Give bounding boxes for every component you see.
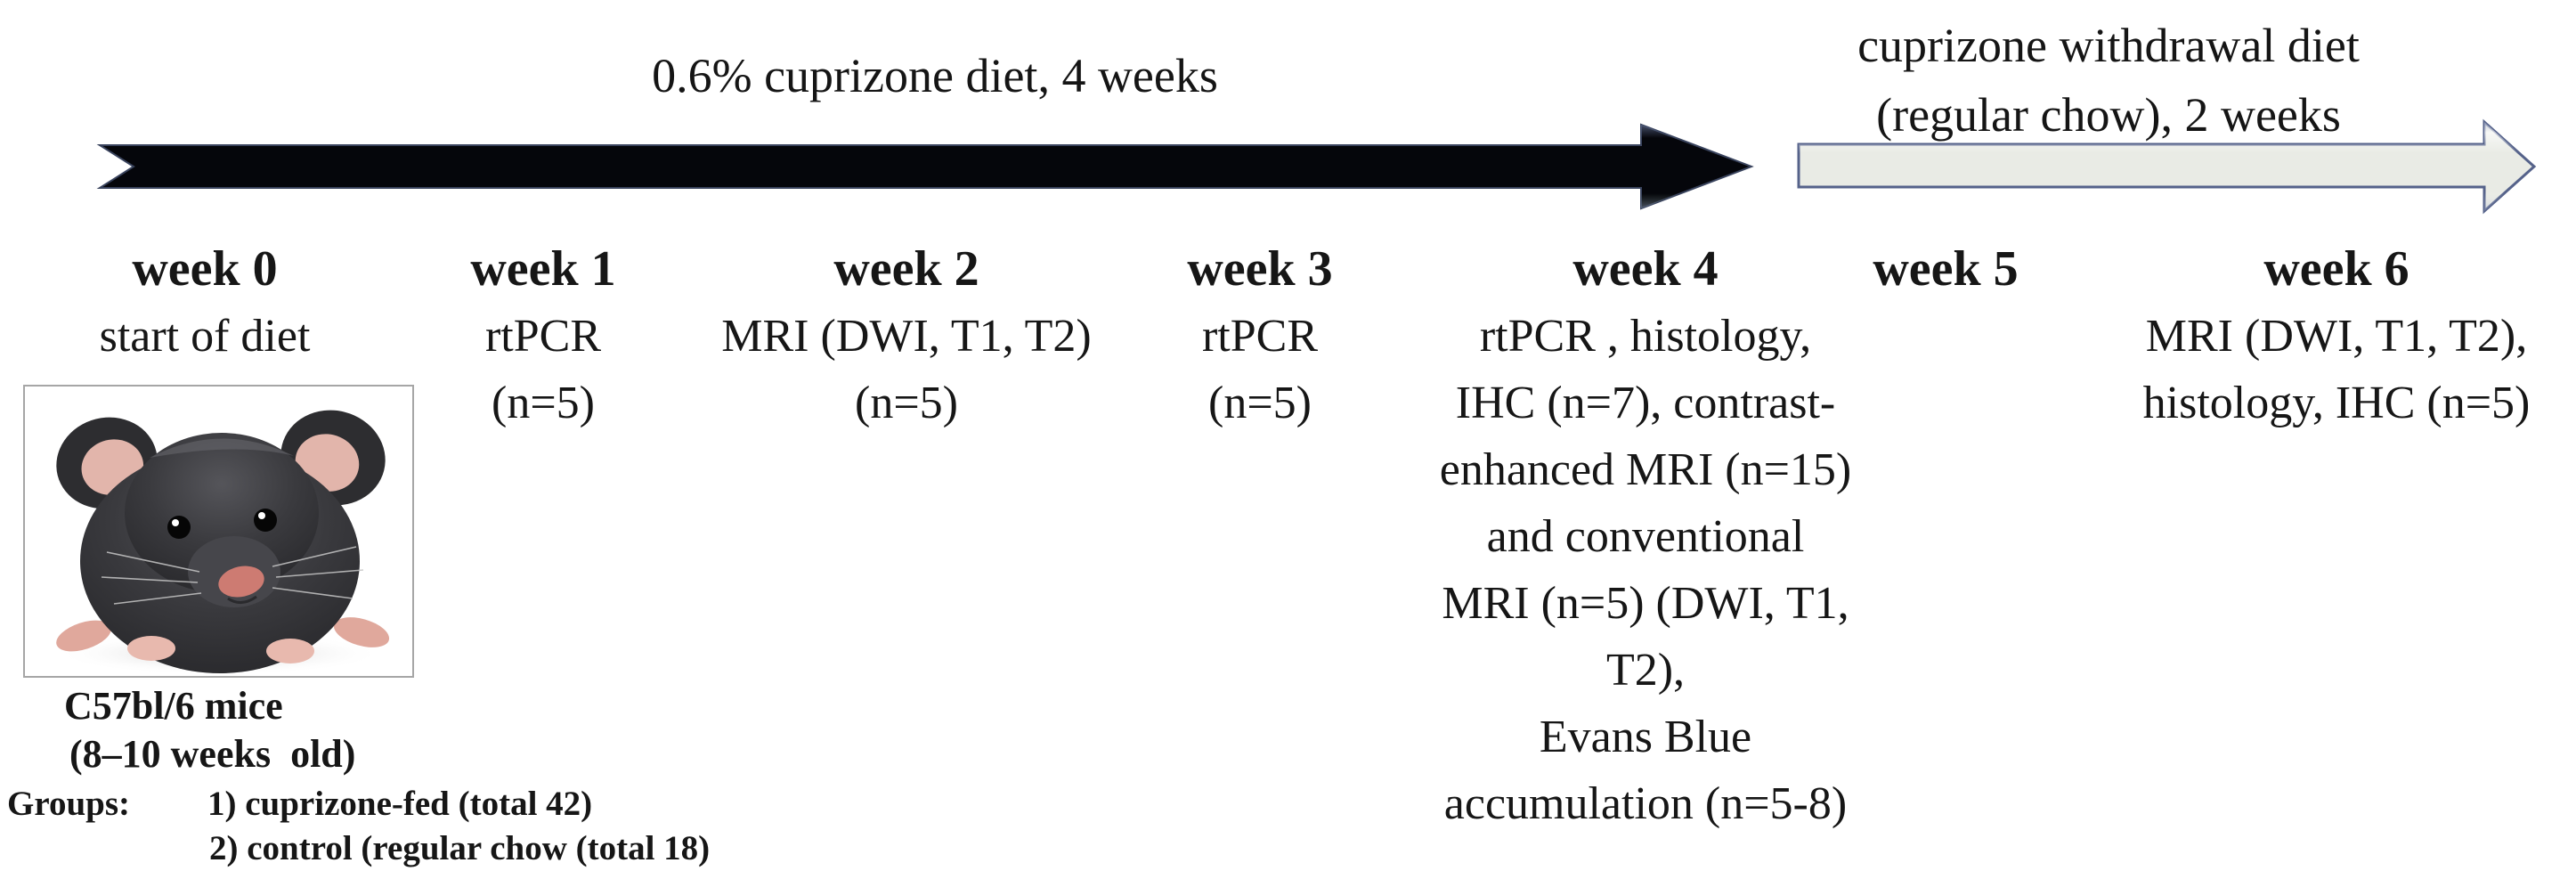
mouse-photo-frame	[23, 385, 414, 678]
cuprizone-diet-arrow-sheen	[100, 125, 1751, 208]
withdrawal-arrow-sheen	[1799, 122, 2534, 211]
week-detail-line: rtPCR , histology,	[1479, 311, 1812, 362]
mouse-nose	[218, 566, 264, 598]
group-2-caption: 2) control (regular chow (total 18)	[209, 829, 711, 867]
withdrawal-phase-label-line2: (regular chow), 2 weeks	[1876, 88, 2341, 142]
week-column-6: week 6 MRI (DWI, T1, T2), histology, IHC…	[2060, 236, 2576, 436]
week-column-2: week 2 MRI (DWI, T1, T2) (n=5)	[693, 236, 1120, 436]
week-detail-line: (n=5)	[1208, 378, 1312, 428]
week-detail-line: T2),	[1605, 645, 1686, 696]
mouse-strain-caption: C57bl/6 mice	[64, 684, 283, 728]
mouse-age-caption: (8–10 weeks old)	[69, 732, 356, 776]
mouse-eye-left	[167, 516, 191, 539]
withdrawal-phase-label: cuprizone withdrawal diet (regular chow)…	[1832, 11, 2385, 150]
week-label: week 1	[470, 241, 616, 297]
week-label: week 3	[1187, 241, 1333, 297]
mouse-head-highlight	[150, 438, 294, 458]
week-detail-line: (n=5)	[492, 378, 595, 428]
week-detail-line: MRI (DWI, T1, T2)	[721, 311, 1092, 362]
mouse-front-paw-right	[266, 639, 314, 663]
withdrawal-phase-label-line1: cuprizone withdrawal diet	[1857, 19, 2360, 72]
week-label: week 5	[1873, 241, 2019, 297]
week-detail-line: (n=5)	[855, 378, 958, 428]
week-column-1: week 1 rtPCR (n=5)	[410, 236, 677, 436]
week-label: week 0	[132, 241, 278, 297]
week-detail-line: MRI (DWI, T1, T2),	[2145, 311, 2528, 362]
week-detail-line: IHC (n=7), contrast-	[1455, 378, 1836, 428]
mouse-whiskers	[101, 546, 364, 605]
week-detail-line: enhanced MRI (n=15)	[1439, 444, 1852, 495]
mouse-eye-right-glint	[258, 512, 265, 519]
week-detail-line: and conventional	[1486, 511, 1805, 562]
week-detail-line: rtPCR	[484, 311, 602, 362]
week-label: week 6	[2263, 241, 2409, 297]
week-detail-line: start of diet	[99, 311, 311, 362]
week-label: week 4	[1572, 241, 1719, 297]
mouse-eye-right	[254, 509, 277, 532]
week-detail-line: Evans Blue	[1539, 712, 1752, 762]
cuprizone-diet-phase-label: 0.6% cuprizone diet, 4 weeks	[652, 49, 1218, 102]
group-1-caption: 1) cuprizone-fed (total 42)	[207, 785, 593, 823]
week-detail-line: rtPCR	[1201, 311, 1319, 362]
mouse-hind-foot-right	[333, 617, 390, 647]
timeline-arrows	[96, 118, 2537, 215]
week-column-5: week 5	[1830, 236, 2061, 303]
mouse-front-paw-left	[127, 636, 175, 661]
mouse-hind-foot-left	[56, 620, 111, 652]
mouse-mouth	[227, 595, 257, 604]
week-detail-line: histology, IHC (n=5)	[2142, 378, 2531, 428]
week-detail-line: accumulation (n=5-8)	[1443, 778, 1848, 829]
week-column-0: week 0 start of diet	[27, 236, 383, 370]
mouse-eye-left-glint	[172, 519, 179, 526]
week-label: week 2	[833, 241, 979, 297]
week-detail-line: MRI (n=5) (DWI, T1,	[1442, 578, 1849, 629]
mouse-photo	[54, 410, 390, 675]
groups-label: Groups:	[7, 785, 130, 823]
week-column-3: week 3 rtPCR (n=5)	[1126, 236, 1394, 436]
week-column-4: week 4 rtPCR , histology, IHC (n=7), con…	[1378, 236, 1913, 837]
